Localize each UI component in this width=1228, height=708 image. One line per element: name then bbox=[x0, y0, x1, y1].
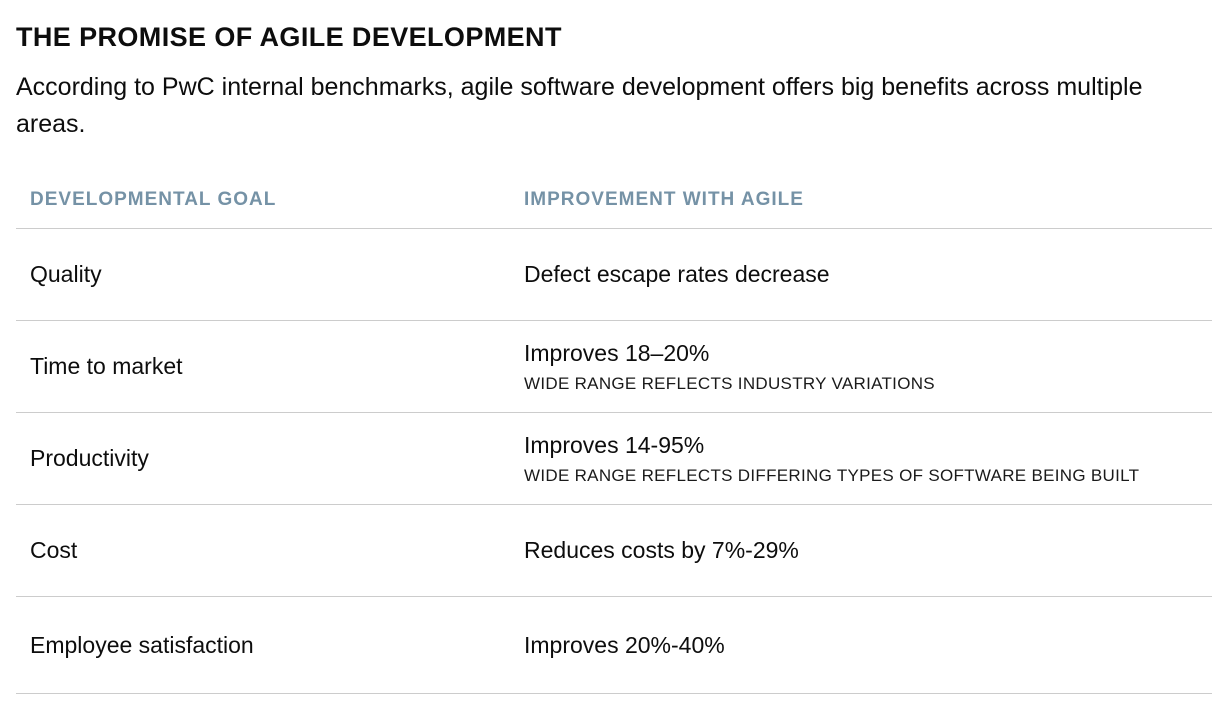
table-row-time-to-market: Time to market Improves 18–20% WIDE RANG… bbox=[16, 321, 1212, 413]
table-row-cost: Cost Reduces costs by 7%-29% bbox=[16, 505, 1212, 597]
improvement-value: Reduces costs by 7%-29% bbox=[524, 537, 799, 563]
column-header-developmental-goal: DEVELOPMENTAL GOAL bbox=[30, 189, 277, 210]
improvement-cell: Reduces costs by 7%-29% bbox=[524, 537, 1212, 564]
page-subtitle: According to PwC internal benchmarks, ag… bbox=[16, 73, 1143, 138]
table-header-row: DEVELOPMENTAL GOAL IMPROVEMENT WITH AGIL… bbox=[16, 167, 1212, 229]
table-row-employee-satisfaction: Employee satisfaction Improves 20%-40% bbox=[16, 597, 1212, 694]
goal-cell: Quality bbox=[30, 261, 102, 287]
goal-cell: Time to market bbox=[30, 353, 183, 379]
column-header-improvement-with-agile: IMPROVEMENT WITH AGILE bbox=[524, 189, 804, 210]
goal-cell: Productivity bbox=[30, 445, 149, 471]
improvement-cell: Improves 20%-40% bbox=[524, 632, 1212, 659]
improvement-value: Defect escape rates decrease bbox=[524, 261, 830, 287]
improvement-cell: Improves 14-95% WIDE RANGE REFLECTS DIFF… bbox=[524, 432, 1212, 486]
improvement-cell: Defect escape rates decrease bbox=[524, 261, 1212, 288]
improvement-note: WIDE RANGE REFLECTS DIFFERING TYPES OF S… bbox=[524, 465, 1140, 485]
goal-cell: Cost bbox=[30, 537, 78, 563]
benchmark-table: DEVELOPMENTAL GOAL IMPROVEMENT WITH AGIL… bbox=[16, 167, 1212, 694]
improvement-cell: Improves 18–20% WIDE RANGE REFLECTS INDU… bbox=[524, 340, 1212, 394]
table-row-productivity: Productivity Improves 14-95% WIDE RANGE … bbox=[16, 413, 1212, 505]
improvement-note: WIDE RANGE REFLECTS INDUSTRY VARIATIONS bbox=[524, 373, 935, 393]
table-row-quality: Quality Defect escape rates decrease bbox=[16, 229, 1212, 321]
improvement-value: Improves 18–20% bbox=[524, 339, 710, 366]
improvement-value: Improves 20%-40% bbox=[524, 631, 725, 658]
page-title: THE PROMISE OF AGILE DEVELOPMENT bbox=[16, 22, 562, 52]
improvement-value: Improves 14-95% bbox=[524, 431, 705, 458]
goal-cell: Employee satisfaction bbox=[30, 631, 254, 658]
